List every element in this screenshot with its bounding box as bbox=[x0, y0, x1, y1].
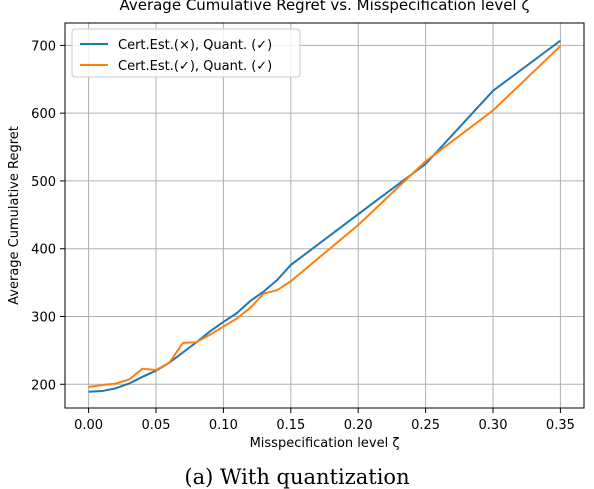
series-line-2 bbox=[88, 45, 562, 388]
x-axis-ticks: 0.00 0.05 0.10 0.15 0.20 0.25 0.30 0.35 bbox=[74, 408, 575, 433]
y-tick-label: 400 bbox=[31, 243, 56, 258]
x-tick-label: 0.25 bbox=[411, 418, 440, 433]
legend-label: Cert.Est.(✓), Quant. (✓) bbox=[118, 59, 272, 74]
series-line-1 bbox=[88, 39, 562, 393]
y-tick-label: 200 bbox=[31, 378, 56, 393]
x-tick-label: 0.10 bbox=[209, 418, 238, 433]
y-tick-label: 300 bbox=[31, 310, 56, 325]
plot-frame bbox=[64, 22, 585, 409]
legend-label: Cert.Est.(×), Quant. (✓) bbox=[118, 38, 272, 53]
y-tick-label: 600 bbox=[31, 107, 56, 122]
chart-title: Average Cumulative Regret vs. Misspecifi… bbox=[119, 0, 529, 14]
grid-lines bbox=[65, 23, 584, 408]
x-tick-label: 0.05 bbox=[142, 418, 171, 433]
x-tick-label: 0.30 bbox=[479, 418, 508, 433]
x-tick-label: 0.35 bbox=[546, 418, 575, 433]
legend-box bbox=[71, 28, 301, 78]
x-tick-label: 0.00 bbox=[74, 418, 103, 433]
figure-caption: (a) With quantization bbox=[184, 465, 410, 489]
x-axis-label: Misspecification level ζ bbox=[250, 436, 400, 451]
x-tick-label: 0.15 bbox=[276, 418, 305, 433]
y-axis-label: Average Cumulative Regret bbox=[7, 126, 22, 305]
y-tick-label: 700 bbox=[31, 39, 56, 54]
legend: Cert.Est.(×), Quant. (✓) Cert.Est.(✓), Qu… bbox=[71, 28, 301, 78]
x-tick-label: 0.20 bbox=[344, 418, 373, 433]
y-tick-label: 500 bbox=[31, 175, 56, 190]
y-axis-ticks: 200 300 400 500 600 700 bbox=[31, 39, 65, 393]
series-lines bbox=[88, 39, 562, 393]
